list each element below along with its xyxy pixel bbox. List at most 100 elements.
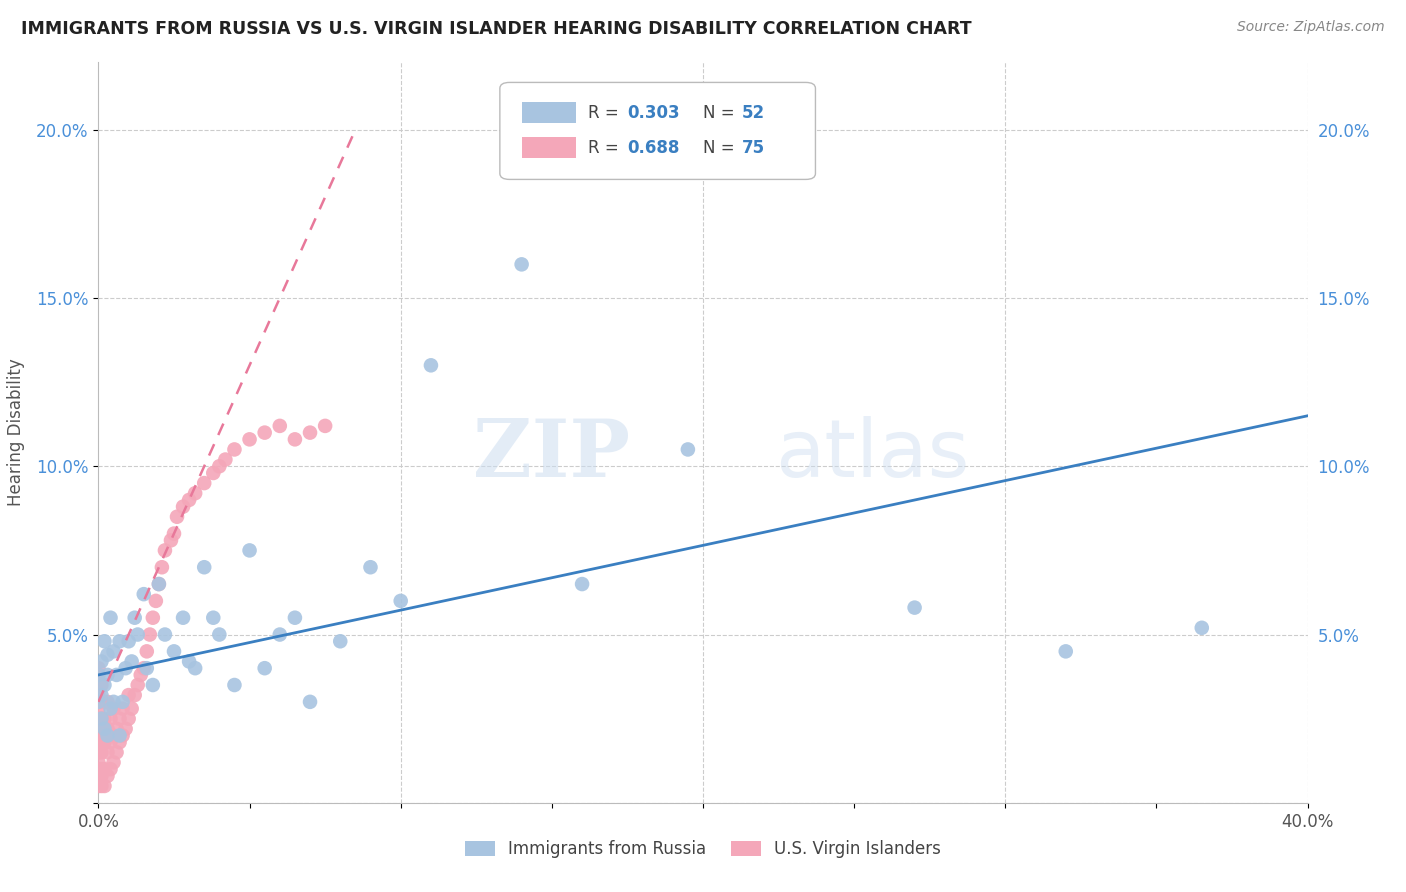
Point — [208, 627, 231, 641]
Point — [90, 688, 112, 702]
Point — [172, 610, 194, 624]
Point — [1191, 621, 1213, 635]
Point — [193, 560, 215, 574]
Point — [299, 425, 322, 440]
Bar — [522, 137, 576, 158]
Point — [87, 701, 110, 715]
Point — [90, 695, 112, 709]
Point — [284, 433, 307, 447]
Text: 75: 75 — [742, 138, 765, 157]
Point — [96, 648, 118, 662]
Point — [90, 712, 112, 726]
Point — [96, 769, 118, 783]
Point — [121, 701, 143, 715]
Point — [129, 668, 152, 682]
Point — [148, 577, 170, 591]
Point — [124, 688, 146, 702]
Point — [142, 610, 165, 624]
Point — [103, 644, 125, 658]
Point — [96, 729, 118, 743]
Text: R =: R = — [588, 103, 624, 122]
Point — [224, 678, 246, 692]
Text: ZIP: ZIP — [474, 416, 630, 494]
Point — [100, 712, 122, 726]
Point — [179, 492, 201, 507]
Point — [269, 418, 291, 433]
Point — [510, 257, 533, 271]
Point — [118, 712, 141, 726]
Point — [87, 668, 110, 682]
Point — [87, 762, 110, 776]
Point — [420, 359, 443, 373]
Point — [132, 587, 155, 601]
Point — [184, 661, 207, 675]
Point — [87, 729, 110, 743]
Point — [93, 712, 115, 726]
Text: 0.688: 0.688 — [627, 138, 679, 157]
Point — [108, 712, 131, 726]
Point — [193, 476, 215, 491]
Text: 52: 52 — [742, 103, 765, 122]
Point — [87, 668, 110, 682]
Point — [87, 735, 110, 749]
Point — [103, 695, 125, 709]
Point — [150, 560, 173, 574]
Point — [145, 594, 167, 608]
Point — [153, 543, 176, 558]
Text: Source: ZipAtlas.com: Source: ZipAtlas.com — [1237, 20, 1385, 34]
Point — [93, 722, 115, 736]
Point — [96, 668, 118, 682]
Point — [96, 745, 118, 759]
Point — [87, 722, 110, 736]
Point — [103, 701, 125, 715]
Point — [105, 745, 128, 759]
Point — [90, 729, 112, 743]
Point — [214, 452, 236, 467]
Point — [87, 769, 110, 783]
Point — [269, 627, 291, 641]
Point — [90, 745, 112, 759]
Point — [179, 655, 201, 669]
Text: N =: N = — [703, 138, 740, 157]
Point — [105, 722, 128, 736]
Point — [163, 644, 186, 658]
Point — [111, 729, 134, 743]
Text: N =: N = — [703, 103, 740, 122]
Text: R =: R = — [588, 138, 624, 157]
Point — [108, 729, 131, 743]
Point — [360, 560, 382, 574]
Point — [93, 634, 115, 648]
Point — [93, 779, 115, 793]
Point — [239, 433, 262, 447]
Point — [166, 509, 188, 524]
Y-axis label: Hearing Disability: Hearing Disability — [7, 359, 25, 507]
Point — [202, 466, 225, 480]
Point — [93, 678, 115, 692]
Point — [114, 661, 136, 675]
Point — [87, 661, 110, 675]
Point — [90, 779, 112, 793]
Point — [87, 756, 110, 770]
Point — [676, 442, 699, 457]
Point — [90, 655, 112, 669]
Point — [163, 526, 186, 541]
Point — [253, 661, 276, 675]
Point — [93, 762, 115, 776]
Point — [114, 722, 136, 736]
Point — [142, 678, 165, 692]
Point — [253, 425, 276, 440]
Point — [100, 610, 122, 624]
Legend: Immigrants from Russia, U.S. Virgin Islanders: Immigrants from Russia, U.S. Virgin Isla… — [458, 833, 948, 865]
Point — [299, 695, 322, 709]
Point — [87, 695, 110, 709]
Point — [87, 745, 110, 759]
Point — [160, 533, 183, 548]
Point — [100, 735, 122, 749]
Text: 0.303: 0.303 — [627, 103, 679, 122]
Point — [148, 577, 170, 591]
Point — [100, 762, 122, 776]
Point — [90, 769, 112, 783]
Point — [87, 779, 110, 793]
Point — [135, 644, 157, 658]
Point — [284, 610, 307, 624]
